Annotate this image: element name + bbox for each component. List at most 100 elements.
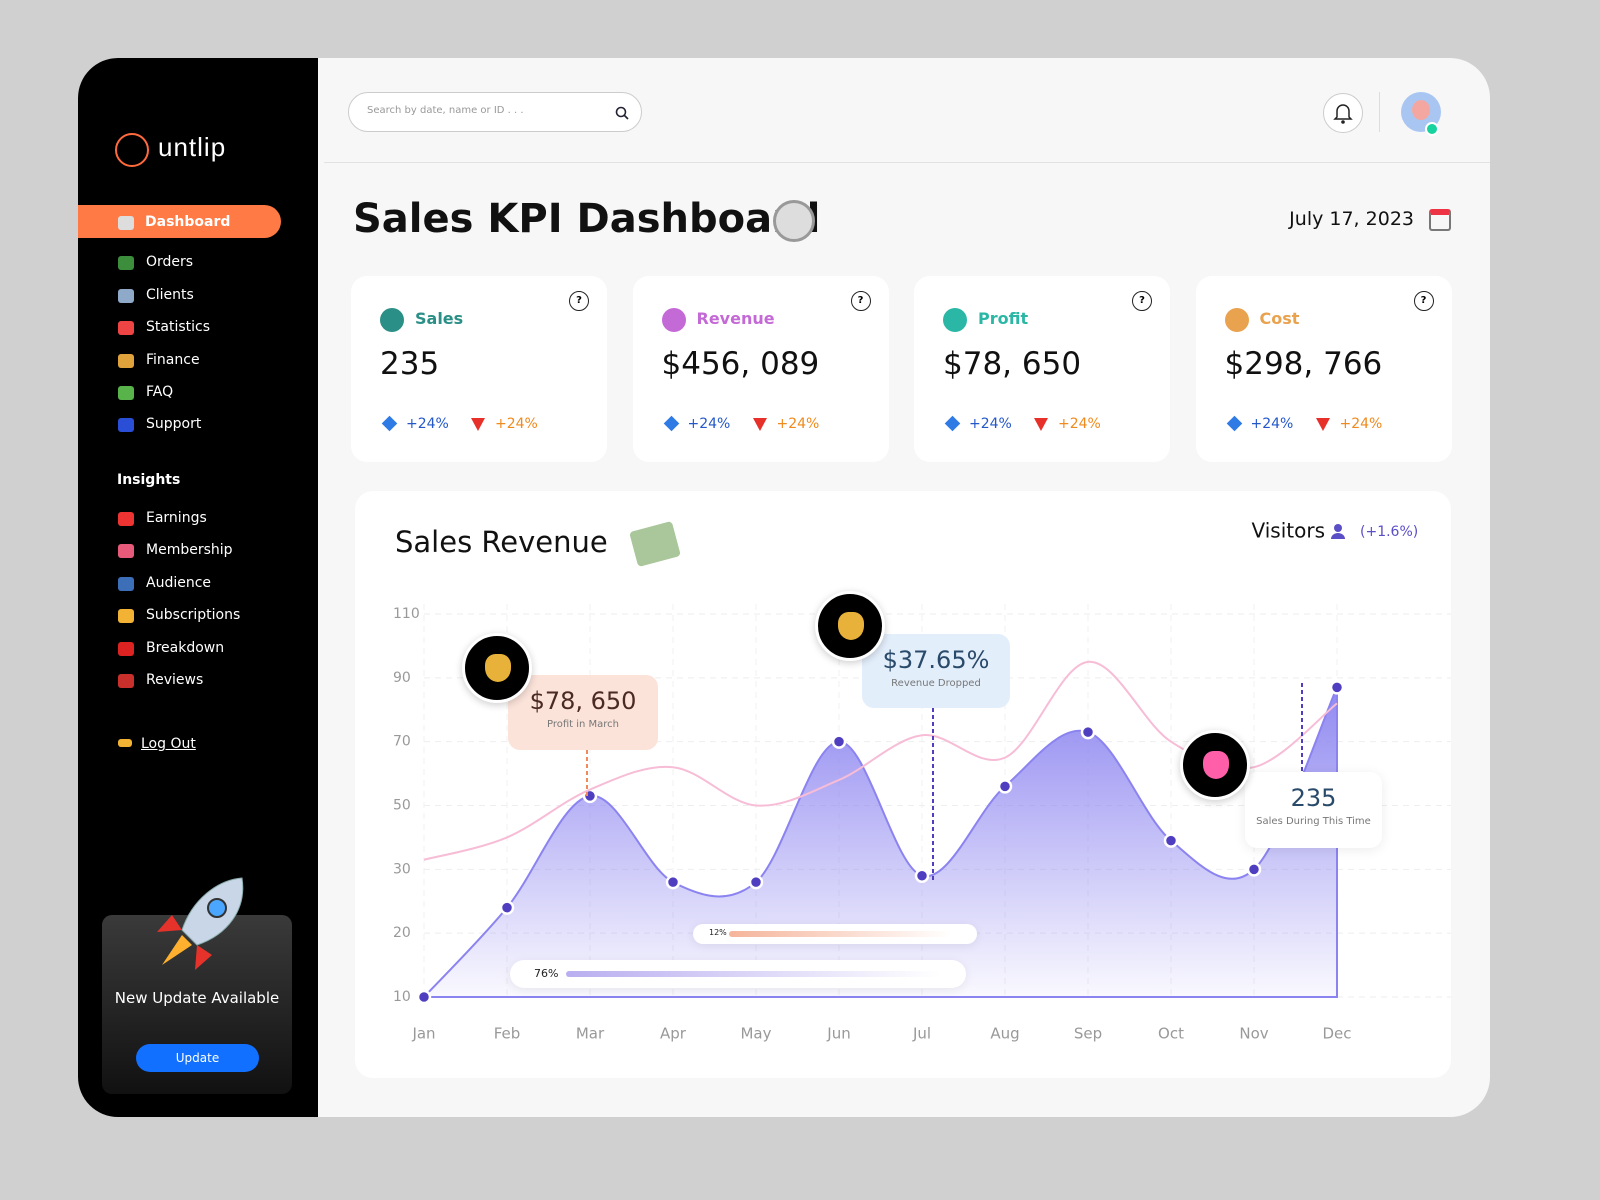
x-tick-label: Feb xyxy=(494,1025,521,1043)
kpi-value: $78, 650 xyxy=(943,346,1082,382)
nav-icon xyxy=(118,512,134,526)
nav-item[interactable]: Support xyxy=(146,416,202,433)
nav-item[interactable]: Earnings xyxy=(146,510,207,526)
nav-icon xyxy=(118,386,134,400)
nav-item[interactable]: Audience xyxy=(146,574,212,591)
data-point xyxy=(914,868,930,883)
calendar-icon[interactable] xyxy=(1429,209,1451,231)
rocket xyxy=(157,877,244,970)
down-icon xyxy=(1034,418,1048,431)
nav-item[interactable]: Dashboard xyxy=(145,214,231,230)
x-tick-label: Aug xyxy=(990,1025,1019,1043)
kpi-value: 235 xyxy=(380,346,440,382)
slider-track xyxy=(566,971,940,977)
nav-item[interactable]: Breakdown xyxy=(146,639,225,656)
help-icon[interactable]: ? xyxy=(569,291,589,311)
y-tick-label: 10 xyxy=(393,989,411,1005)
up-icon xyxy=(944,415,961,432)
area xyxy=(421,686,1338,998)
annotation-value: $37.65% xyxy=(882,646,990,674)
nav-icon xyxy=(118,418,134,433)
notifications[interactable] xyxy=(1323,93,1363,133)
search-box[interactable]: Search by date, name or ID . . . xyxy=(348,92,642,132)
nav-icon xyxy=(118,576,134,591)
annotation-label: Revenue Dropped xyxy=(891,678,981,689)
up-icon xyxy=(663,415,679,432)
nav-icon xyxy=(118,674,134,688)
data-point xyxy=(416,989,432,1005)
y-tick-label: 90 xyxy=(393,670,411,686)
x-tick-label: Jan xyxy=(411,1025,435,1043)
kpi-down: +24% xyxy=(1058,416,1101,432)
nav-item[interactable]: Membership xyxy=(146,542,233,559)
help-icon[interactable]: ? xyxy=(1413,291,1434,311)
active-nav[interactable] xyxy=(78,205,281,238)
help-icon[interactable]: ? xyxy=(850,291,871,311)
data-point xyxy=(1163,833,1179,848)
nav-icon xyxy=(118,641,134,656)
data-point xyxy=(1329,680,1345,695)
nav-icon xyxy=(118,544,134,559)
x-tick-label: Sep xyxy=(1074,1025,1102,1043)
data-point xyxy=(1246,862,1262,877)
chart: Sales Revenue Visitors (+1.6%) 110 90 70 50… xyxy=(393,519,1451,1043)
page-title: Sales KPI Dashboard xyxy=(353,196,821,242)
nav-icon xyxy=(118,321,134,336)
nav-item[interactable]: Reviews xyxy=(146,672,204,688)
kpi-label: Revenue xyxy=(696,309,775,328)
annotation-icon xyxy=(815,591,885,661)
money-icon xyxy=(629,521,681,567)
search-icon xyxy=(615,106,629,120)
search-placeholder: Search by date, name or ID . . . xyxy=(367,105,524,116)
nav-item[interactable]: Clients xyxy=(146,286,194,303)
kpi-down: +24% xyxy=(776,416,820,432)
kpi-up: +24% xyxy=(406,416,449,432)
progress-slider[interactable]: 12% xyxy=(693,924,977,944)
annotation-icon xyxy=(462,633,532,703)
logout[interactable]: Log Out xyxy=(141,736,196,752)
x-tick-label: Jun xyxy=(826,1025,850,1043)
x-tick-label: Apr xyxy=(660,1025,687,1043)
kpi-card: Profit $78, 650? +24% +24% xyxy=(914,276,1170,462)
kpi-label: Cost xyxy=(1259,309,1300,328)
kpi-icon xyxy=(1224,308,1249,332)
annotation: $37.65% Revenue Dropped xyxy=(862,634,1010,708)
x-tick-label: May xyxy=(740,1025,771,1043)
nav-icon xyxy=(118,353,134,368)
y-tick-label: 20 xyxy=(393,925,411,941)
date: July 17, 2023 xyxy=(1289,208,1414,230)
nav-icon xyxy=(118,216,134,230)
nav-item[interactable]: Finance xyxy=(146,351,200,368)
x-tick-label: Mar xyxy=(576,1025,605,1043)
help-icon[interactable]: ? xyxy=(1132,291,1152,311)
compass-icon xyxy=(773,200,815,242)
kpi-up: +24% xyxy=(687,416,731,432)
annotation-label: Profit in March xyxy=(546,719,620,730)
nav-item[interactable]: Subscriptions xyxy=(146,607,241,624)
update-button[interactable]: Update xyxy=(136,1044,259,1072)
visitors-icon xyxy=(1334,524,1342,532)
y-tick-label: 50 xyxy=(393,798,411,814)
annotation: 235 Sales During This Time xyxy=(1245,772,1382,848)
logo: untlip xyxy=(158,132,227,162)
avatar[interactable] xyxy=(1401,92,1441,136)
emoji-icon xyxy=(838,612,864,640)
divider xyxy=(1379,92,1380,132)
nav-item[interactable]: FAQ xyxy=(146,384,174,400)
kpi-icon xyxy=(661,308,686,332)
app-frame: untlip Insights Log Out New Update Avail… xyxy=(78,58,1490,1117)
sidebar: untlip Insights Log Out New Update Avail… xyxy=(78,58,318,1117)
chart-title: Sales Revenue xyxy=(395,525,608,559)
x-tick-label: Oct xyxy=(1158,1025,1184,1043)
nav-item[interactable]: Orders xyxy=(146,254,194,271)
nav-item[interactable]: Statistics xyxy=(146,319,210,336)
slider-track xyxy=(729,931,951,937)
visitors-icon xyxy=(1331,533,1345,539)
slider-label: 12% xyxy=(709,928,727,937)
down-icon xyxy=(1315,418,1330,431)
nav-icon xyxy=(118,288,134,303)
visitors-change: (+1.6%) xyxy=(1360,524,1418,540)
down-icon xyxy=(752,418,767,431)
progress-slider[interactable]: 76% xyxy=(510,960,966,988)
